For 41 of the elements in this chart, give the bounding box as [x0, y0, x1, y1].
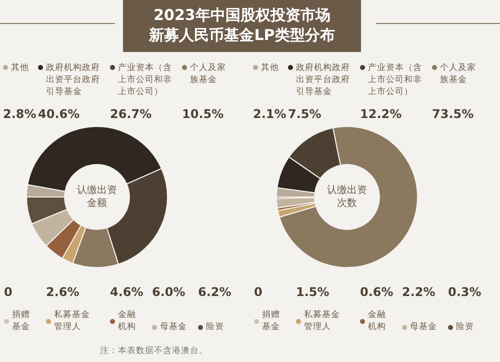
text: 10.5% — [182, 107, 224, 121]
legend-label: 金融机构 — [118, 309, 137, 333]
text: 40.6% — [38, 107, 80, 121]
text: 73.5% — [432, 107, 474, 121]
legend-label: 母基金 — [160, 321, 188, 333]
chart-subtitle: 新募人民币基金LP类型分布 — [148, 25, 336, 45]
text: 0 — [254, 285, 262, 299]
legend-label: 母基金 — [410, 321, 438, 333]
slice-label: 认缴出资次数 — [327, 184, 367, 210]
legend-label: 政府机构政府出资平台政府引导基金 — [296, 62, 351, 98]
text: 2.8% — [3, 107, 36, 121]
legend-label: 捐赠基金 — [262, 309, 281, 333]
text: 0.6% — [360, 285, 394, 299]
legend-label: 产业资本（含上市公司和非上市公司） — [368, 62, 423, 98]
legend-label: 个人及家族基金 — [440, 62, 477, 86]
legend-label: 险资 — [206, 321, 225, 333]
legend-label: 私募基金管理人 — [54, 309, 91, 333]
text: 12.2% — [360, 107, 402, 121]
text: 2.6% — [46, 285, 80, 299]
text: 26.7% — [110, 107, 152, 121]
legend-label: 其他 — [11, 62, 30, 74]
text: 6.0% — [152, 285, 186, 299]
legend-label: 产业资本（含上市公司和非上市公司） — [118, 62, 173, 98]
text: 0 — [4, 285, 12, 299]
legend-label: 险资 — [456, 321, 475, 333]
text: 2.2% — [402, 285, 436, 299]
legend-label: 金融机构 — [368, 309, 387, 333]
legend-label: 个人及家族基金 — [190, 62, 227, 86]
text: 注：本表数据不含港澳台。 — [100, 345, 208, 357]
text: 0.3% — [448, 285, 482, 299]
slice-label: 认缴出资金额 — [77, 184, 117, 210]
legend-label: 私募基金管理人 — [304, 309, 341, 333]
text: 4.6% — [110, 285, 144, 299]
text: 2.1% — [253, 107, 286, 121]
text: 1.5% — [296, 285, 330, 299]
legend-label: 捐赠基金 — [12, 309, 31, 333]
legend-label: 其他 — [261, 62, 280, 74]
legend-label: 政府机构政府出资平台政府引导基金 — [46, 62, 101, 98]
text: 7.5% — [288, 107, 322, 121]
chart-title: 2023年中国股权投资市场 — [152, 5, 332, 25]
text: 6.2% — [198, 285, 232, 299]
